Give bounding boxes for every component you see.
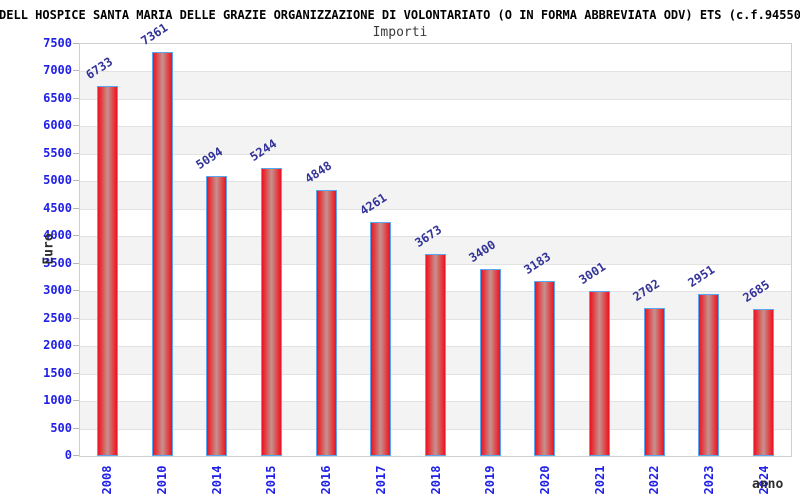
y-axis-tick xyxy=(73,207,79,209)
y-tick-label: 1500 xyxy=(43,365,72,380)
y-axis-tick xyxy=(73,152,79,154)
y-tick-label: 5500 xyxy=(43,145,72,160)
y-tick-label: 4500 xyxy=(43,200,72,215)
bar xyxy=(206,176,228,456)
x-tick-label: 2017 xyxy=(373,465,388,495)
y-tick-label: 5000 xyxy=(43,173,72,188)
plot-band xyxy=(80,44,791,72)
y-gridline xyxy=(80,153,791,155)
y-axis-tick xyxy=(73,290,79,292)
x-tick-label: 2016 xyxy=(319,465,334,495)
bar xyxy=(425,254,446,456)
y-gridline xyxy=(80,208,791,210)
x-tick-label: 2019 xyxy=(483,465,498,495)
y-gridline xyxy=(80,71,791,73)
y-axis-tick xyxy=(73,400,79,402)
bar xyxy=(753,308,775,456)
plot-band xyxy=(80,181,791,209)
bar xyxy=(534,281,556,456)
y-axis-tick xyxy=(73,372,79,374)
bar xyxy=(698,293,720,456)
x-tick-label: 2020 xyxy=(537,465,552,495)
x-axis-title: anno xyxy=(752,477,784,492)
y-axis-tick xyxy=(73,345,79,347)
y-axis-title: Euro xyxy=(41,233,57,265)
y-tick-label: 0 xyxy=(64,448,72,462)
x-tick-label: 2010 xyxy=(155,465,170,495)
chart-subtitle: Importi xyxy=(372,25,428,40)
y-tick-label: 500 xyxy=(50,420,72,435)
x-tick-label: 2014 xyxy=(209,465,224,495)
bar xyxy=(370,221,392,456)
y-tick-label: 1000 xyxy=(43,393,72,408)
y-axis-tick xyxy=(73,317,79,319)
bar xyxy=(589,291,611,456)
x-tick-label: 2018 xyxy=(428,465,443,495)
x-tick-label: 2008 xyxy=(100,465,115,495)
bar xyxy=(479,269,501,456)
y-axis-tick xyxy=(73,262,79,264)
plot-band xyxy=(80,98,791,127)
plot-area: 6733 7361 5094 5244 4848 4261 3673 3400 3183 3001… xyxy=(79,20,792,457)
x-tick-label: 2022 xyxy=(647,465,662,495)
bar xyxy=(96,86,118,456)
y-tick-label: 2000 xyxy=(43,338,72,353)
y-axis-tick xyxy=(73,97,79,99)
y-tick-label: 6500 xyxy=(43,90,72,105)
y-tick-label: 4000 xyxy=(43,228,72,243)
plot-band xyxy=(80,208,791,237)
y-tick-label: 3000 xyxy=(43,283,72,298)
y-axis-tick xyxy=(73,70,79,72)
y-gridline xyxy=(80,98,791,100)
plot-band xyxy=(80,126,791,154)
plot-band xyxy=(80,71,791,99)
x-tick-label: 2015 xyxy=(264,465,279,495)
bar xyxy=(315,189,337,456)
y-gridline xyxy=(80,236,791,238)
x-tick-label: 2021 xyxy=(592,465,607,495)
y-tick-label: 7500 xyxy=(43,36,72,50)
y-axis-tick xyxy=(73,455,79,456)
y-axis-tick xyxy=(73,427,79,429)
y-axis-tick xyxy=(73,235,79,237)
chart-title: I DELL HOSPICE SANTA MARIA DELLE GRAZIE … xyxy=(0,8,800,22)
y-tick-label: 7000 xyxy=(43,63,72,78)
x-tick-label: 2023 xyxy=(701,465,716,495)
y-axis-tick xyxy=(73,43,79,44)
y-tick-label: 2500 xyxy=(43,310,72,325)
y-gridline xyxy=(80,181,791,183)
y-gridline xyxy=(80,126,791,128)
y-axis-tick xyxy=(73,180,79,182)
y-tick-label: 6000 xyxy=(43,118,72,133)
plot-band xyxy=(80,153,791,182)
bar xyxy=(151,51,173,456)
bar xyxy=(260,167,282,456)
y-axis-tick xyxy=(73,125,79,127)
bar xyxy=(643,307,665,456)
y-tick-label: 3500 xyxy=(43,255,72,270)
